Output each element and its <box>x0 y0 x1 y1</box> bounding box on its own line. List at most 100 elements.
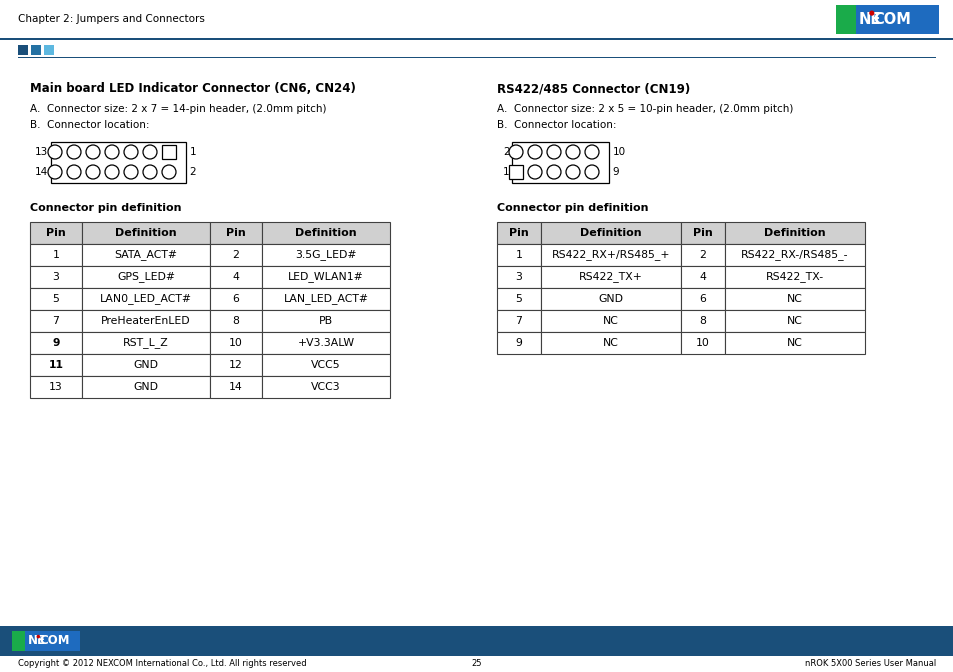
Text: RS422_RX+/RS485_+: RS422_RX+/RS485_+ <box>551 249 670 261</box>
Bar <box>262 288 390 310</box>
Text: 14: 14 <box>35 167 49 177</box>
Bar <box>82 376 210 398</box>
Bar <box>680 288 724 310</box>
Bar <box>30 310 82 332</box>
Bar <box>30 244 82 266</box>
Bar <box>0 38 953 40</box>
Text: 7: 7 <box>515 316 522 326</box>
Bar <box>680 332 724 354</box>
Bar <box>262 266 390 288</box>
Circle shape <box>584 165 598 179</box>
Bar <box>497 244 540 266</box>
Bar <box>680 244 724 266</box>
Circle shape <box>527 165 541 179</box>
Text: 25: 25 <box>471 659 482 669</box>
Circle shape <box>509 145 522 159</box>
Bar <box>540 266 680 288</box>
Text: Copyright © 2012 NEXCOM International Co., Ltd. All rights reserved: Copyright © 2012 NEXCOM International Co… <box>18 659 306 669</box>
Text: Pin: Pin <box>509 228 528 238</box>
Text: 9: 9 <box>515 338 522 348</box>
Text: VCC3: VCC3 <box>311 382 340 392</box>
Text: Definition: Definition <box>115 228 176 238</box>
Text: GND: GND <box>133 382 158 392</box>
Bar <box>680 222 724 244</box>
Text: A.  Connector size: 2 x 5 = 10-pin header, (2.0mm pitch): A. Connector size: 2 x 5 = 10-pin header… <box>497 104 793 114</box>
Bar <box>262 332 390 354</box>
Text: A.  Connector size: 2 x 7 = 14-pin header, (2.0mm pitch): A. Connector size: 2 x 7 = 14-pin header… <box>30 104 326 114</box>
Bar <box>497 266 540 288</box>
Bar <box>835 5 855 34</box>
Bar <box>497 332 540 354</box>
Text: 2: 2 <box>190 167 196 177</box>
Circle shape <box>105 145 119 159</box>
Bar <box>540 288 680 310</box>
Bar <box>30 376 82 398</box>
Text: Connector pin definition: Connector pin definition <box>30 203 181 213</box>
Text: NE: NE <box>28 634 46 648</box>
Bar <box>540 310 680 332</box>
Text: GND: GND <box>133 360 158 370</box>
Bar <box>210 266 262 288</box>
Bar <box>210 376 262 398</box>
Text: RS422_TX+: RS422_TX+ <box>578 271 642 282</box>
Circle shape <box>162 165 175 179</box>
Bar <box>82 266 210 288</box>
Bar <box>210 244 262 266</box>
Bar <box>30 266 82 288</box>
Text: 10: 10 <box>612 147 625 157</box>
Text: 1: 1 <box>190 147 196 157</box>
Text: 1: 1 <box>515 250 522 260</box>
Text: 12: 12 <box>229 360 243 370</box>
Bar <box>82 354 210 376</box>
Text: +V3.3ALW: +V3.3ALW <box>297 338 355 348</box>
Text: NC: NC <box>602 316 618 326</box>
Text: 2: 2 <box>233 250 239 260</box>
Text: PB: PB <box>318 316 333 326</box>
Text: B.  Connector location:: B. Connector location: <box>497 120 616 130</box>
Text: 7: 7 <box>52 316 59 326</box>
Text: 3: 3 <box>515 272 522 282</box>
Bar <box>835 5 938 34</box>
Bar <box>724 266 864 288</box>
Bar <box>210 310 262 332</box>
Bar <box>30 332 82 354</box>
Text: LAN0_LED_ACT#: LAN0_LED_ACT# <box>100 294 192 304</box>
Bar <box>30 288 82 310</box>
Text: RS422_RX-/RS485_-: RS422_RX-/RS485_- <box>740 249 848 261</box>
Bar <box>12 631 25 651</box>
Circle shape <box>527 145 541 159</box>
Text: 13: 13 <box>35 147 49 157</box>
Text: 2: 2 <box>502 147 509 157</box>
Text: 1: 1 <box>502 167 509 177</box>
Text: Connector pin definition: Connector pin definition <box>497 203 648 213</box>
Text: Pin: Pin <box>693 228 712 238</box>
Text: Main board LED Indicator Connector (CN6, CN24): Main board LED Indicator Connector (CN6,… <box>30 82 355 95</box>
Text: GPS_LED#: GPS_LED# <box>117 271 174 282</box>
Bar <box>0 0 953 38</box>
Bar <box>162 145 175 159</box>
Bar <box>82 244 210 266</box>
Text: SATA_ACT#: SATA_ACT# <box>114 249 177 261</box>
Bar <box>18 45 28 55</box>
Text: 3: 3 <box>52 272 59 282</box>
Bar <box>724 222 864 244</box>
Text: 4: 4 <box>233 272 239 282</box>
Bar <box>262 376 390 398</box>
Bar <box>12 631 80 651</box>
Text: RST_L_Z: RST_L_Z <box>123 337 169 349</box>
Bar <box>262 244 390 266</box>
Bar <box>497 222 540 244</box>
Text: Definition: Definition <box>579 228 641 238</box>
Text: LAN_LED_ACT#: LAN_LED_ACT# <box>283 294 368 304</box>
Bar <box>262 310 390 332</box>
Text: RS422_TX-: RS422_TX- <box>765 271 823 282</box>
Circle shape <box>565 145 579 159</box>
Bar <box>724 244 864 266</box>
Bar <box>540 332 680 354</box>
Bar <box>497 310 540 332</box>
Text: NC: NC <box>602 338 618 348</box>
Text: LED_WLAN1#: LED_WLAN1# <box>288 271 363 282</box>
Text: 10: 10 <box>696 338 709 348</box>
Bar <box>51 142 186 183</box>
Bar <box>724 332 864 354</box>
